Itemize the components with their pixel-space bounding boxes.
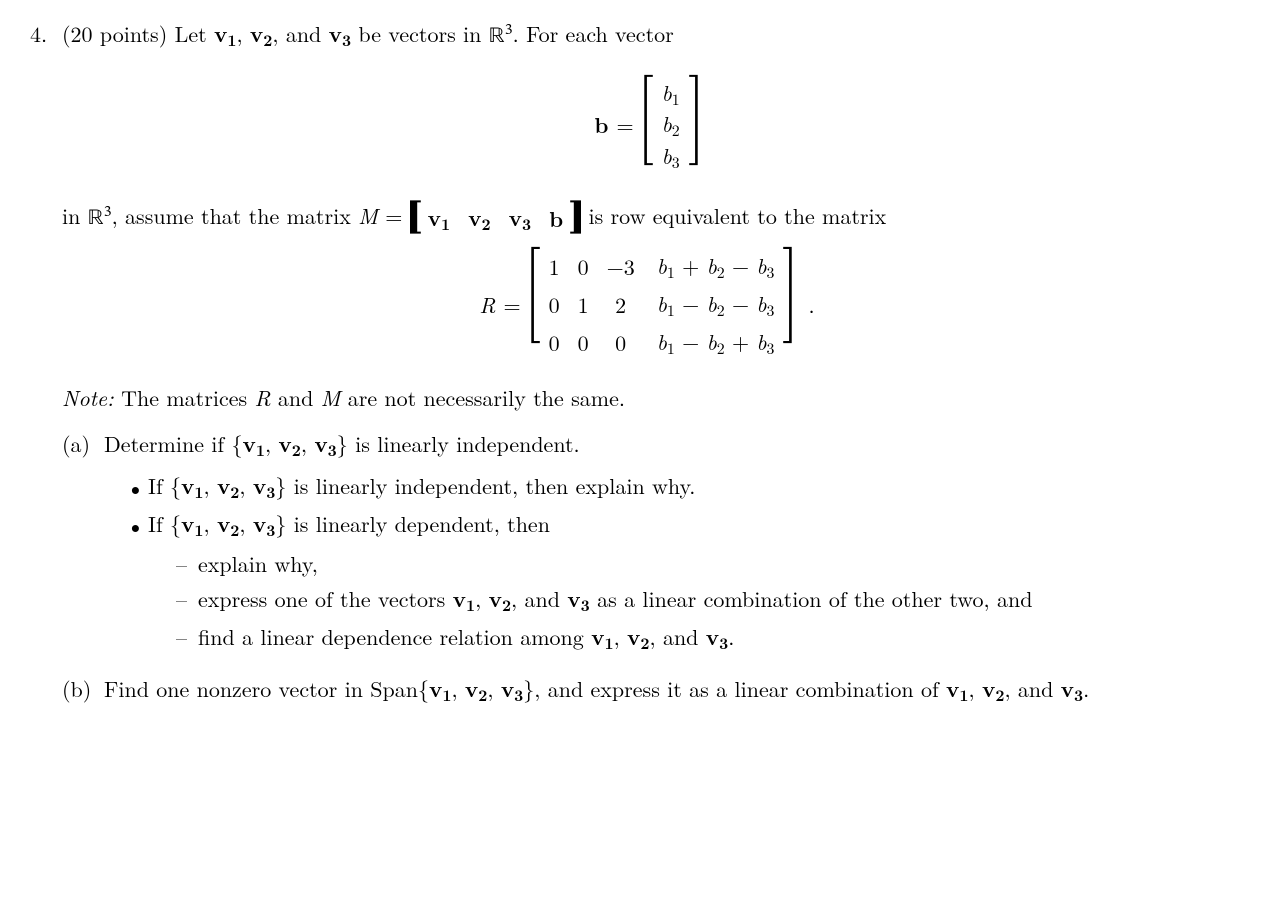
list-item: find a linear dependence relation among …: [176, 621, 1232, 655]
vector-v3: v3: [314, 428, 336, 459]
text: , assume that the matrix: [112, 200, 359, 231]
matrix-M: M: [358, 200, 378, 231]
text: are not necessarily the same.: [340, 382, 625, 413]
problem-body: (20 points) Let v1, v2, and v3 be vector…: [62, 18, 1232, 707]
part-a: (a) Determine if {v1, v2, v3} is linearl…: [62, 428, 1232, 660]
text: =: [378, 200, 410, 231]
cell: 1: [549, 251, 560, 283]
text: in: [62, 200, 88, 231]
matrix-R: R: [479, 289, 495, 321]
right-bracket-icon: [782, 246, 794, 344]
line2: in ℝ3, assume that the matrix M = v1 v2 …: [62, 200, 1232, 238]
right-bracket-icon: [569, 200, 581, 234]
text: If {: [148, 508, 181, 539]
cell: −3: [607, 251, 635, 283]
dash-list: explain why, express one of the vectors …: [176, 548, 1232, 656]
text: }, and express it as a linear com­binati…: [523, 673, 946, 704]
vector-v1: v1: [214, 18, 236, 49]
text: The matrices: [114, 382, 255, 413]
list-item: explain why,: [176, 548, 1232, 580]
matrix: 1 0 −3 b1 + b2 − b3 0 1 2 b1 − b2 − b3 0…: [529, 246, 795, 364]
text: express one of the vectors: [198, 583, 453, 614]
col-v2: v2: [468, 202, 490, 236]
problem-number: 4.: [30, 18, 62, 50]
bullet-list: If {v1, v2, v3} is linearly independent,…: [126, 470, 1232, 656]
text: is row equivalent to the matrix: [581, 200, 886, 231]
part-a-body: Determine if {v1, v2, v3} is linearly in…: [104, 428, 1232, 660]
text: } is linearly independent, then explain …: [275, 470, 695, 501]
list-item: If {v1, v2, v3} is linearly independent,…: [126, 470, 1232, 504]
problem-4: 4. (20 points) Let v1, v2, and v3 be vec…: [30, 18, 1232, 707]
text: as a linear combination of the other two…: [590, 583, 1033, 614]
text: .: [728, 621, 734, 652]
note-label: Note:: [62, 382, 114, 413]
matrix-M: M: [321, 382, 341, 413]
vector-b: b: [594, 109, 608, 141]
part-b-body: Find one nonzero vector in Span{v1, v2, …: [104, 673, 1232, 707]
row-matrix: v1 v2 v3 b: [410, 200, 581, 238]
text: ,: [236, 18, 249, 49]
part-b: (b) Find one nonzero vector in Span{v1, …: [62, 673, 1232, 707]
b-definition: b = b1 b2 b3: [62, 74, 1232, 176]
b1: b1: [662, 78, 680, 109]
text: .: [1083, 673, 1089, 704]
vector-v3: v3: [329, 18, 351, 49]
list-item: If {v1, v2, v3} is linearly dependent, t…: [126, 508, 1232, 656]
list-item: express one of the vectors v1, v2, and v…: [176, 583, 1232, 617]
cell: b1 + b2 − b3: [653, 250, 775, 284]
column-vector: b1 b2 b3: [642, 74, 700, 176]
matrix-R: R: [254, 382, 270, 413]
vector-v2: v2: [278, 428, 300, 459]
text: find a linear dependence relation among: [198, 621, 591, 652]
text: Find one nonzero vector in Span{: [104, 673, 429, 704]
part-label: (b): [62, 673, 104, 705]
vector-v1: v1: [242, 428, 264, 459]
cell: 2: [615, 289, 626, 321]
cell: b1 − b2 − b3: [653, 288, 775, 322]
cell: 0: [615, 327, 626, 359]
text: . For each vector: [513, 18, 674, 49]
left-bracket-icon: [529, 246, 541, 344]
text: and: [271, 382, 321, 413]
R-definition: R = 1 0 −3 b1 + b2 − b3 0 1 2 b1 −: [62, 246, 1232, 364]
points: (20 points): [62, 18, 167, 49]
vector-v2: v2: [250, 18, 272, 49]
text: If {: [148, 470, 181, 501]
text: } is linearly dependent, then: [275, 508, 550, 539]
real-space: ℝ3: [489, 26, 513, 48]
cell: 0: [549, 289, 560, 321]
text: Determine if {: [104, 428, 242, 459]
col-v3: v3: [509, 202, 531, 236]
cell: 0: [578, 251, 589, 283]
left-bracket-icon: [642, 74, 654, 166]
real-space: ℝ3: [88, 208, 112, 230]
left-bracket-icon: [410, 200, 422, 234]
text: , and: [272, 18, 328, 49]
cell: 0: [549, 327, 560, 359]
equals: =: [503, 289, 520, 321]
period: .: [808, 289, 814, 321]
note: Note: The matrices R and M are not neces…: [62, 382, 1232, 414]
cell: b1 − b2 + b3: [653, 326, 775, 360]
equals: =: [616, 109, 633, 141]
col-b: b: [549, 203, 563, 235]
intro-line: (20 points) Let v1, v2, and v3 be vector…: [62, 18, 1232, 54]
b2: b2: [662, 109, 680, 140]
text: } is linearly independent.: [337, 428, 580, 459]
text: be vectors in: [351, 18, 489, 49]
text: Let: [175, 18, 214, 49]
col-v1: v1: [428, 202, 450, 236]
part-label: (a): [62, 428, 104, 460]
cell: 0: [578, 327, 589, 359]
b3: b3: [662, 141, 680, 172]
right-bracket-icon: [688, 74, 700, 166]
cell: 1: [578, 289, 589, 321]
